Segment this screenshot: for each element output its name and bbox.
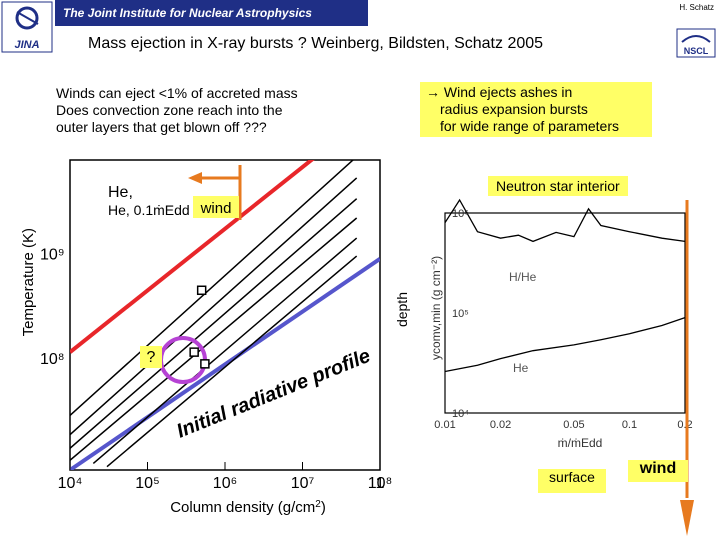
question-circle	[159, 336, 207, 384]
left-series-line-3	[70, 177, 358, 436]
surface-label: surface	[538, 469, 606, 493]
left-note-line: outer layers that get blown off ???	[56, 119, 267, 135]
left-series-line-0	[70, 160, 315, 354]
right-x-tick-label: 0.05	[563, 419, 584, 431]
right-y-tick-label: 10⁴	[452, 408, 469, 420]
left-series-line-2	[70, 160, 355, 416]
left-series-line-6	[92, 237, 358, 465]
left-note-line: Winds can eject <1% of accreted mass	[56, 85, 298, 101]
left-x-tick-label: 10⁸	[368, 475, 393, 492]
right-note: → Wind ejects ashes in radius expansion …	[420, 82, 652, 137]
left-series-line-1	[70, 257, 380, 470]
wind-label-box	[193, 196, 239, 218]
panel-label-he: He,	[108, 184, 133, 201]
right-x-tick-label: 0.02	[490, 419, 511, 431]
right-x-tick-label: 0.01	[434, 419, 455, 431]
right-x-tick-label: 0.2	[677, 419, 692, 431]
right-series-line-0	[444, 198, 686, 243]
panel-label-rate: He, 0.1ṁEdd	[108, 202, 190, 218]
depth-arrow-head	[680, 500, 694, 536]
left-series-line-5	[70, 217, 358, 461]
data-marker	[196, 285, 207, 296]
right-note-line: → Wind ejects ashes in	[426, 84, 573, 100]
author-label: H. Schatz	[679, 3, 714, 12]
slide-title: Mass ejection in X-ray bursts ? Weinberg…	[88, 35, 544, 52]
right-plot-frame	[444, 212, 686, 414]
arc-icon	[681, 35, 711, 43]
right-series-line-1	[444, 316, 686, 373]
right-y-axis-label: ycomv,min (g cm⁻²)	[429, 256, 443, 360]
left-x-axis-label: Column density (g/cm2)	[170, 499, 326, 517]
jina-logo-text: JINA	[14, 39, 39, 51]
institute-banner: The Joint Institute for Nuclear Astrophy…	[55, 0, 368, 26]
neutron-star-interior-label: Neutron star interior	[488, 176, 628, 196]
data-marker	[189, 347, 199, 357]
left-x-tick-label: 10⁶	[213, 475, 237, 492]
question-box	[140, 346, 162, 368]
wind-right-label: wind	[628, 460, 688, 482]
series-label-hhe: H/He	[509, 270, 537, 284]
right-y-tick-label: 10⁶	[452, 208, 469, 220]
data-marker	[200, 359, 210, 369]
question-mark: ?	[147, 349, 156, 366]
right-note-line: radius expansion bursts	[440, 101, 588, 117]
nscl-logo: NSCL	[676, 28, 716, 58]
jina-logo: JINA	[1, 1, 53, 53]
wind-arrow-head	[188, 172, 202, 184]
atom-icon	[15, 6, 39, 30]
wind-label: wind	[200, 200, 232, 217]
left-x-tick-label: 1	[376, 475, 385, 492]
right-note-line: for wide range of parameters	[440, 118, 619, 134]
left-note: Winds can eject <1% of accreted mass Doe…	[52, 83, 347, 138]
left-x-tick-label: 10⁵	[135, 475, 159, 492]
left-note-line: Does convection zone reach into the	[56, 102, 283, 118]
left-x-tick-label: 10⁴	[58, 475, 83, 492]
left-series-line-7	[106, 255, 358, 468]
left-series-line-4	[70, 198, 358, 449]
right-x-axis-label: ṁ/ṁEdd	[558, 436, 603, 450]
left-y-tick-label: 10⁸	[40, 351, 65, 368]
right-x-tick-label: 0.1	[622, 419, 637, 431]
left-x-tick-label: 10⁷	[291, 475, 315, 492]
series-label-he: He	[513, 361, 529, 375]
nscl-logo-text: NSCL	[684, 46, 709, 56]
left-y-tick-label: 10⁹	[40, 246, 65, 263]
right-y-tick-label: 10⁵	[452, 308, 469, 320]
